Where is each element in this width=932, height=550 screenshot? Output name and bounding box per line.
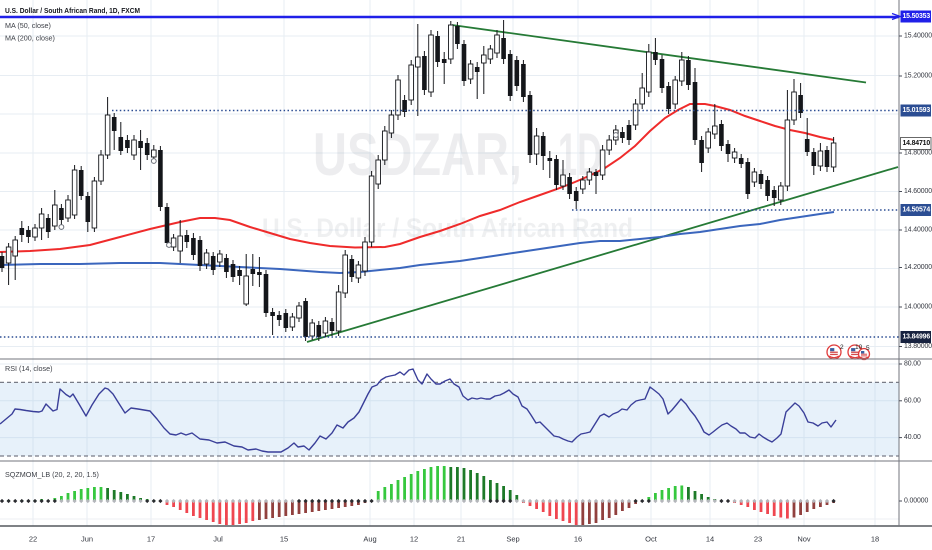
svg-text:MA (50, close): MA (50, close) bbox=[5, 21, 51, 30]
svg-text:15.20000: 15.20000 bbox=[904, 73, 932, 80]
svg-text:15.40000: 15.40000 bbox=[904, 33, 932, 40]
svg-text:5: 5 bbox=[866, 345, 870, 352]
svg-text:17: 17 bbox=[147, 535, 155, 544]
svg-text:15: 15 bbox=[280, 535, 288, 544]
svg-text:14.20000: 14.20000 bbox=[904, 264, 932, 271]
svg-text:U.S. Dollar / South African Ra: U.S. Dollar / South African Rand, 1D, FX… bbox=[5, 6, 140, 15]
svg-text:13.80000: 13.80000 bbox=[904, 343, 932, 350]
svg-text:12: 12 bbox=[410, 535, 418, 544]
svg-text:Oct: Oct bbox=[645, 535, 658, 544]
svg-text:15.01593: 15.01593 bbox=[903, 107, 931, 114]
svg-text:USDZAR,: USDZAR, bbox=[313, 121, 522, 188]
svg-text:MA (200, close): MA (200, close) bbox=[5, 34, 55, 43]
svg-text:60.00: 60.00 bbox=[904, 397, 921, 404]
svg-text:14.40000: 14.40000 bbox=[904, 227, 932, 234]
svg-text:Nov: Nov bbox=[797, 535, 811, 544]
svg-text:14.84710: 14.84710 bbox=[903, 140, 931, 147]
svg-text:40.00: 40.00 bbox=[904, 434, 921, 441]
svg-text:Jul: Jul bbox=[213, 535, 223, 544]
svg-text:14.60000: 14.60000 bbox=[904, 188, 932, 195]
svg-text:10: 10 bbox=[855, 344, 863, 351]
svg-text:Sep: Sep bbox=[506, 535, 519, 544]
svg-text:13.84996: 13.84996 bbox=[903, 334, 931, 341]
svg-text:14: 14 bbox=[706, 535, 714, 544]
svg-text:22: 22 bbox=[29, 535, 37, 544]
svg-text:23: 23 bbox=[754, 535, 762, 544]
svg-text:Aug: Aug bbox=[363, 535, 376, 544]
svg-text:RSI (14, close): RSI (14, close) bbox=[5, 364, 53, 373]
svg-text:14.80000: 14.80000 bbox=[904, 150, 932, 157]
svg-text:15.50353: 15.50353 bbox=[903, 13, 931, 20]
svg-text:14.50574: 14.50574 bbox=[903, 207, 931, 214]
svg-text:21: 21 bbox=[457, 535, 465, 544]
svg-text:Jun: Jun bbox=[81, 535, 93, 544]
svg-text:0.00000: 0.00000 bbox=[904, 498, 928, 505]
svg-text:14.00000: 14.00000 bbox=[904, 304, 932, 311]
svg-text:18: 18 bbox=[871, 535, 879, 544]
svg-text:SQZMOM_LB (20, 2, 20, 1.5): SQZMOM_LB (20, 2, 20, 1.5) bbox=[5, 470, 99, 479]
svg-text:2: 2 bbox=[840, 344, 844, 351]
svg-text:16: 16 bbox=[574, 535, 582, 544]
svg-text:80.00: 80.00 bbox=[904, 361, 921, 368]
